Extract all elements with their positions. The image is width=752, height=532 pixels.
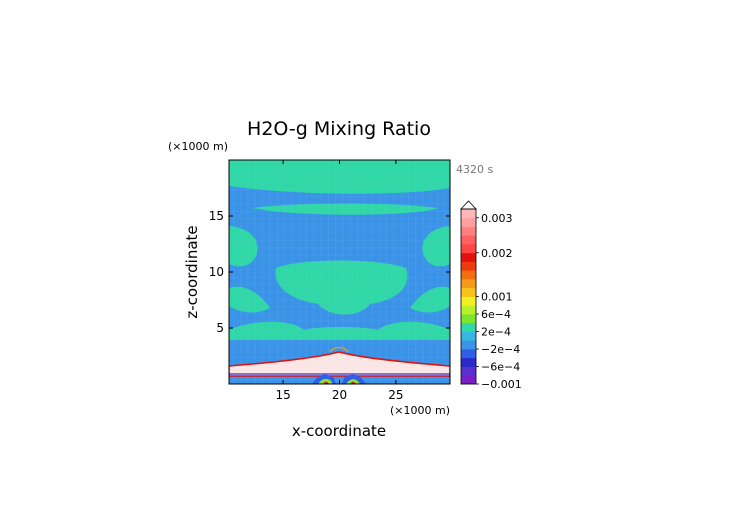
field-gridlines (229, 160, 450, 384)
x-axis-unit: (×1000 m) (390, 404, 450, 417)
colorbar-swatch (461, 209, 476, 219)
colorbar-swatch (461, 226, 476, 236)
colorbar-swatch (461, 279, 476, 289)
colorbar-swatch (461, 287, 476, 297)
colorbar-swatch (461, 217, 476, 227)
colorbar-swatch (461, 314, 476, 324)
colorbar-swatch (461, 357, 476, 367)
surface-layer (229, 351, 450, 377)
colorbar-swatch (461, 261, 476, 271)
y-axis-ticks: 5 10 15 (209, 209, 450, 335)
colorbar-label: −0.001 (481, 378, 522, 391)
colorbar-swatch (461, 252, 476, 262)
colorbar-swatch (461, 340, 476, 350)
colorbar-label: 0.003 (481, 212, 513, 225)
x-tick-label: 25 (388, 388, 403, 402)
x-axis-ticks: 15 20 25 (275, 160, 404, 402)
colorbar-swatch (461, 296, 476, 306)
y-axis-label: z-coordinate (183, 225, 201, 318)
plume-root (323, 381, 329, 384)
colorbar-swatch (461, 349, 476, 359)
colorbar: −0.001 −6e−4 −2e−4 2e−4 6e−4 0.001 0.002 0.003 (460, 200, 522, 391)
x-tick-label: 20 (332, 388, 347, 402)
colorbar-swatch (461, 366, 476, 376)
y-tick-label: 5 (216, 321, 224, 335)
y-tick-label: 10 (209, 265, 224, 279)
colorbar-swatch (461, 331, 476, 341)
x-axis-label: x-coordinate (292, 422, 386, 440)
colorbar-swatch (461, 305, 476, 315)
colorbar-label: 2e−4 (481, 326, 511, 339)
plume-root (346, 379, 360, 384)
colorbar-label: 6e−4 (481, 308, 511, 321)
colorbar-frame (460, 208, 477, 385)
colorbar-swatch (461, 235, 476, 245)
plume-root (350, 381, 356, 384)
y-tick-label: 15 (209, 209, 224, 223)
plume-root (318, 378, 332, 384)
field-surface-layer (229, 346, 450, 384)
colorbar-extend-arrow (460, 200, 477, 210)
plume-edge (329, 346, 349, 353)
chart-title: H2O-g Mixing Ratio (247, 118, 431, 140)
colorbar-swatch (461, 270, 476, 280)
colorbar-label: −6e−4 (481, 361, 520, 374)
colorbar-swatch (461, 244, 476, 254)
colorbar-label: −2e−4 (481, 343, 520, 356)
x-tick-label: 15 (275, 388, 290, 402)
colorbar-label: 0.002 (481, 247, 513, 260)
time-label: 4320 s (456, 163, 493, 176)
plot-area (229, 160, 450, 384)
colorbar-swatch (461, 375, 476, 385)
colorbar-label: 0.001 (481, 291, 513, 304)
y-axis-unit: (×1000 m) (168, 140, 228, 153)
colorbar-swatch (461, 322, 476, 332)
